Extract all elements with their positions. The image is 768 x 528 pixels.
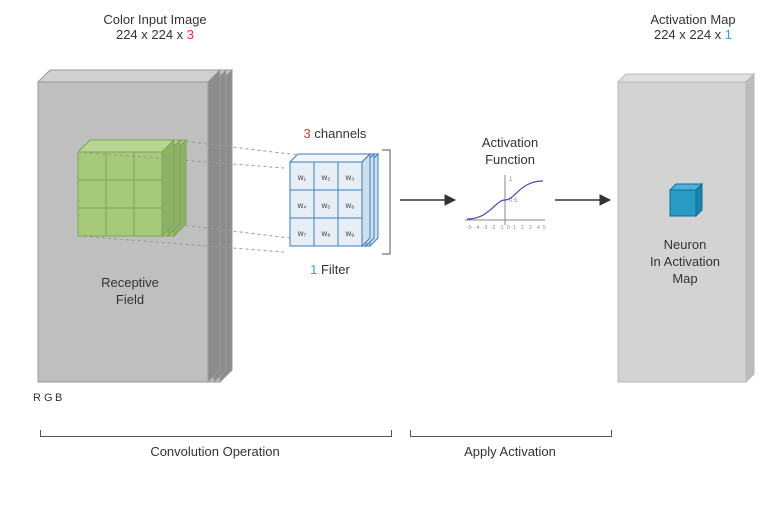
neuron-label: Neuron In Activation Map bbox=[640, 237, 730, 288]
rgb-b: B bbox=[55, 392, 62, 404]
apply-op-label: Apply Activation bbox=[410, 444, 610, 459]
filter-channels-label: 3 channels bbox=[290, 126, 380, 141]
right-bracket-icon bbox=[382, 150, 390, 254]
svg-text:2: 2 bbox=[521, 225, 524, 231]
conv-op-label: Convolution Operation bbox=[40, 444, 390, 459]
arrow-1-icon bbox=[400, 195, 455, 205]
receptive-field bbox=[78, 140, 186, 236]
activation-chart: 1 0.5 -5 -4 -3 -2 -1 0 1 2 3 4 5 bbox=[465, 175, 546, 231]
w6: w₆ bbox=[344, 201, 354, 210]
svg-text:-2: -2 bbox=[491, 225, 496, 231]
conv-bracket-icon bbox=[40, 430, 392, 437]
svg-text:-4: -4 bbox=[475, 225, 480, 231]
svg-text:0.5: 0.5 bbox=[509, 198, 518, 204]
w5: w₅ bbox=[321, 201, 331, 210]
svg-text:-5: -5 bbox=[467, 225, 472, 231]
output-title: Activation Map 224 x 224 x 1 bbox=[628, 12, 758, 42]
svg-text:-1: -1 bbox=[499, 225, 504, 231]
w4: w₄ bbox=[296, 201, 306, 210]
rgb-g: G bbox=[44, 392, 53, 404]
svg-text:4: 4 bbox=[537, 225, 540, 231]
receptive-label: Receptive Field bbox=[90, 275, 170, 309]
rgb-r: R bbox=[33, 392, 41, 404]
output-slab bbox=[618, 74, 754, 382]
w3: w₃ bbox=[344, 173, 354, 182]
w7: w₇ bbox=[297, 229, 307, 238]
w2: w₂ bbox=[321, 173, 331, 182]
filter-block: w₁ w₂ w₃ w₄ w₅ w₆ w₇ w₈ w₉ bbox=[290, 154, 378, 246]
input-title: Color Input Image 224 x 224 x 3 bbox=[70, 12, 240, 42]
svg-text:1: 1 bbox=[513, 225, 516, 231]
arrow-2-icon bbox=[555, 195, 610, 205]
svg-text:3: 3 bbox=[529, 225, 532, 231]
w8: w₈ bbox=[320, 229, 330, 238]
w1: w₁ bbox=[297, 173, 307, 182]
w9: w₉ bbox=[345, 229, 355, 238]
filter-count-label: 1 Filter bbox=[295, 262, 365, 277]
activation-label: Activation Function bbox=[470, 135, 550, 169]
svg-text:-3: -3 bbox=[483, 225, 488, 231]
svg-text:5: 5 bbox=[543, 225, 546, 231]
apply-bracket-icon bbox=[410, 430, 612, 437]
svg-text:0: 0 bbox=[507, 225, 510, 231]
neuron-tile bbox=[670, 184, 702, 216]
